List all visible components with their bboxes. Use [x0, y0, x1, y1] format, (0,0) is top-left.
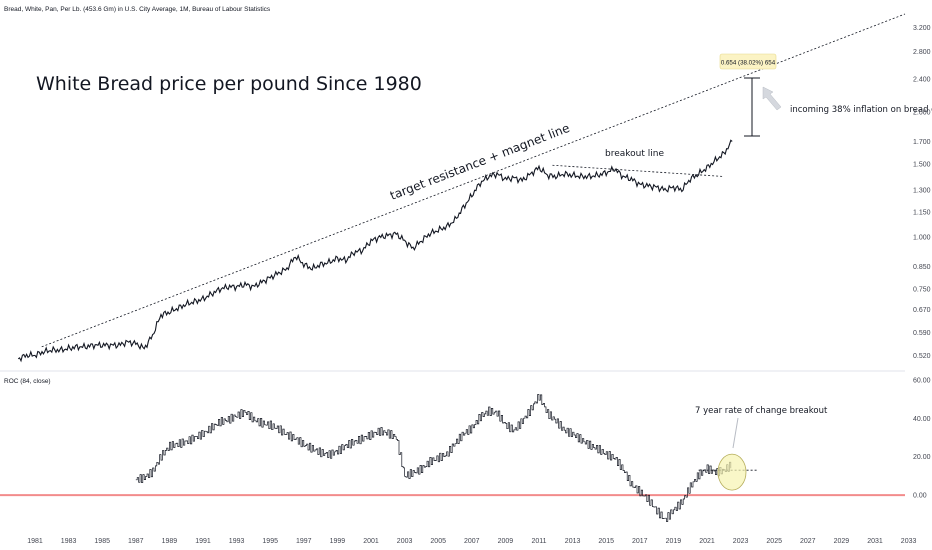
roc-y-axis: 60.00 40.00 20.00 0.00 — [913, 377, 931, 499]
roc-plot: 7 year rate of change breakout — [0, 394, 905, 522]
price-tick-label: 1.000 — [913, 235, 931, 242]
time-tick-label: 2027 — [800, 538, 816, 545]
roc-breakout-note: 7 year rate of change breakout — [695, 406, 828, 416]
time-tick-label: 2003 — [397, 538, 413, 545]
resistance-label: target resistance + magnet line — [388, 121, 572, 203]
breakout-label: breakout line — [605, 149, 664, 159]
measure-label: 0.654 (38.02%) 654 — [721, 60, 776, 67]
price-tick-label: 1.700 — [913, 139, 931, 146]
time-tick-label: 1993 — [229, 538, 245, 545]
roc-note-pointer — [732, 417, 739, 449]
price-tick-label: 3.200 — [913, 25, 931, 32]
roc-tick-label: 40.00 — [913, 416, 931, 423]
time-tick-label: 2015 — [598, 538, 614, 545]
price-tick-label: 0.590 — [913, 330, 931, 337]
time-tick-label: 2033 — [901, 538, 917, 545]
time-tick-label: 1997 — [296, 538, 312, 545]
price-tick-label: 2.400 — [913, 77, 931, 84]
roc-tick-label: 20.00 — [913, 454, 931, 461]
price-tick-label: 0.520 — [913, 353, 931, 360]
time-tick-label: 2001 — [363, 538, 379, 545]
price-series-line — [17, 139, 733, 363]
price-tick-label: 0.750 — [913, 287, 931, 294]
time-tick-label: 2023 — [733, 538, 749, 545]
price-plot: target resistance + magnet line breakout … — [17, 13, 932, 363]
time-tick-label: 1985 — [94, 538, 110, 545]
roc-tick-label: 0.00 — [913, 493, 927, 500]
inflation-note: incoming 38% inflation on bread costs — [790, 105, 932, 115]
time-tick-label: 2017 — [632, 538, 648, 545]
symbol-line: Bread, White, Pan, Per Lb. (453.6 Gm) in… — [4, 6, 271, 13]
price-tick-label: 2.000 — [913, 110, 931, 117]
price-tick-label: 2.800 — [913, 49, 931, 56]
time-tick-label: 1999 — [330, 538, 346, 545]
breakout-trendline[interactable] — [552, 164, 724, 177]
price-tick-label: 1.500 — [913, 162, 931, 169]
note-arrow-icon — [762, 86, 782, 111]
price-y-axis: 3.200 2.800 2.400 2.000 1.700 1.500 1.300 1.150… — [913, 25, 931, 360]
time-tick-label: 2029 — [834, 538, 850, 545]
roc-tick-label: 60.00 — [913, 377, 931, 384]
time-tick-label: 1987 — [128, 538, 144, 545]
price-tick-label: 1.300 — [913, 187, 931, 194]
time-tick-label: 2025 — [766, 538, 782, 545]
time-tick-label: 2019 — [666, 538, 682, 545]
time-tick-label: 2007 — [464, 538, 480, 545]
time-tick-label: 2021 — [699, 538, 715, 545]
roc-label: ROC (84, close) — [4, 378, 51, 385]
price-tick-label: 0.850 — [913, 264, 931, 271]
time-tick-label: 1981 — [27, 538, 43, 545]
chart-title: White Bread price per pound Since 1980 — [36, 73, 422, 95]
time-tick-label: 1995 — [262, 538, 278, 545]
time-tick-label: 1991 — [195, 538, 211, 545]
time-tick-label: 2011 — [531, 538, 546, 545]
time-tick-label: 1983 — [61, 538, 77, 545]
time-tick-label: 2031 — [867, 538, 883, 545]
price-tick-label: 0.670 — [913, 307, 931, 314]
measure-label-box — [719, 53, 777, 70]
time-tick-label: 2009 — [498, 538, 514, 545]
time-tick-label: 1989 — [162, 538, 178, 545]
roc-series-line — [135, 394, 732, 522]
time-tick-label: 2013 — [565, 538, 581, 545]
price-tick-label: 1.150 — [913, 209, 931, 216]
roc-highlight-circle[interactable] — [717, 453, 747, 491]
time-tick-label: 2005 — [430, 538, 446, 545]
time-axis: 1981 1983 1985 1987 1989 1991 1993 1995 1997 1999… — [27, 538, 916, 545]
